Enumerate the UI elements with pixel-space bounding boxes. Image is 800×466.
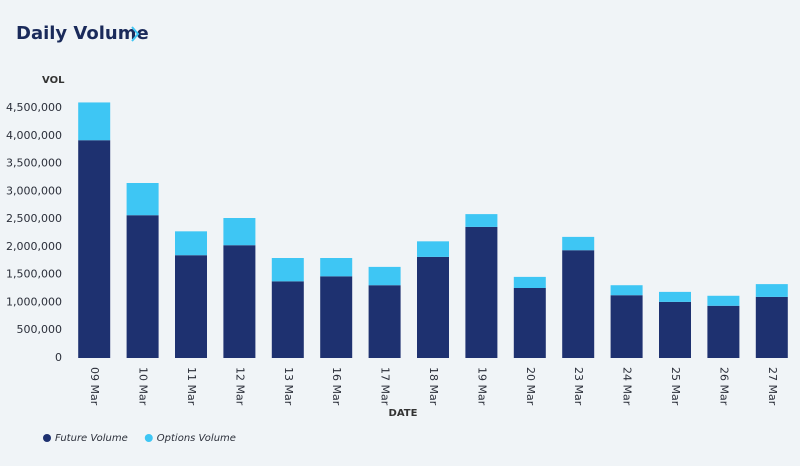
y-tick-label: 1,500,000	[6, 268, 62, 281]
x-tick-label: 09 Mar	[88, 367, 101, 406]
bar-segment	[78, 140, 111, 358]
bar-segment	[368, 285, 401, 358]
y-tick-label: 4,000,000	[6, 129, 62, 142]
x-tick-label: 23 Mar	[572, 367, 585, 406]
x-tick-label: 13 Mar	[282, 367, 295, 406]
chart-title: Daily Volume	[16, 23, 149, 44]
x-tick-label: 18 Mar	[427, 367, 440, 406]
bar-segment	[659, 301, 691, 358]
legend-label: Options Volume	[157, 433, 236, 444]
y-tick-label: 2,000,000	[6, 240, 62, 253]
bar-segment	[320, 276, 353, 358]
x-tick-label: 19 Mar	[475, 367, 488, 406]
x-tick-label: 24 Mar	[621, 367, 634, 406]
x-axis-title: DATE	[389, 408, 418, 419]
x-tick-label: 11 Mar	[185, 367, 198, 406]
bar-segment	[562, 236, 595, 251]
bar-segment	[126, 215, 159, 358]
x-tick-label: 25 Mar	[669, 367, 682, 406]
x-tick-label: 20 Mar	[524, 367, 537, 406]
title-chevron[interactable]	[131, 26, 140, 42]
y-tick-label: 1,000,000	[6, 295, 62, 308]
bar-segment	[417, 256, 449, 358]
y-tick-label: 2,500,000	[6, 212, 62, 225]
bar-segment	[368, 266, 401, 286]
y-tick-label: 4,500,000	[6, 101, 62, 114]
bar-segment	[320, 258, 353, 277]
x-tick-label: 10 Mar	[137, 367, 150, 406]
bar-segment	[271, 281, 304, 358]
y-tick-label: 500,000	[17, 323, 63, 336]
bar-segment	[755, 296, 788, 358]
x-tick-label: 27 Mar	[766, 367, 779, 406]
bar-segment	[126, 183, 159, 216]
bar-segment	[271, 258, 304, 282]
legend-label: Future Volume	[55, 433, 128, 444]
bar-segment	[513, 276, 546, 288]
bar-segment	[223, 245, 256, 358]
legend-swatch	[43, 434, 51, 442]
bar-segment	[610, 285, 643, 296]
y-tick-label: 3,000,000	[6, 184, 62, 197]
bar-segment	[417, 241, 449, 257]
bar-segment	[755, 284, 788, 297]
bar-segment	[175, 255, 207, 358]
bar-segment	[465, 226, 498, 358]
bar-segment	[465, 214, 498, 227]
bar-segment	[223, 218, 256, 246]
x-tick-label: 16 Mar	[330, 367, 343, 406]
y-tick-label: 0	[55, 351, 62, 364]
bar-segment	[513, 288, 546, 358]
y-tick-label: 3,500,000	[6, 157, 62, 170]
legend-swatch	[144, 434, 153, 442]
y-axis-title: VOL	[42, 75, 65, 86]
bar-segment	[78, 102, 111, 141]
bar-segment	[610, 295, 643, 358]
x-tick-label: 26 Mar	[717, 367, 730, 406]
bar-segment	[562, 250, 595, 358]
bar-segment	[707, 295, 740, 306]
x-tick-label: 17 Mar	[379, 367, 392, 406]
bar-segment	[175, 231, 207, 256]
bar-segment	[659, 291, 691, 302]
bar-segment	[707, 305, 740, 358]
x-tick-label: 12 Mar	[233, 367, 246, 406]
